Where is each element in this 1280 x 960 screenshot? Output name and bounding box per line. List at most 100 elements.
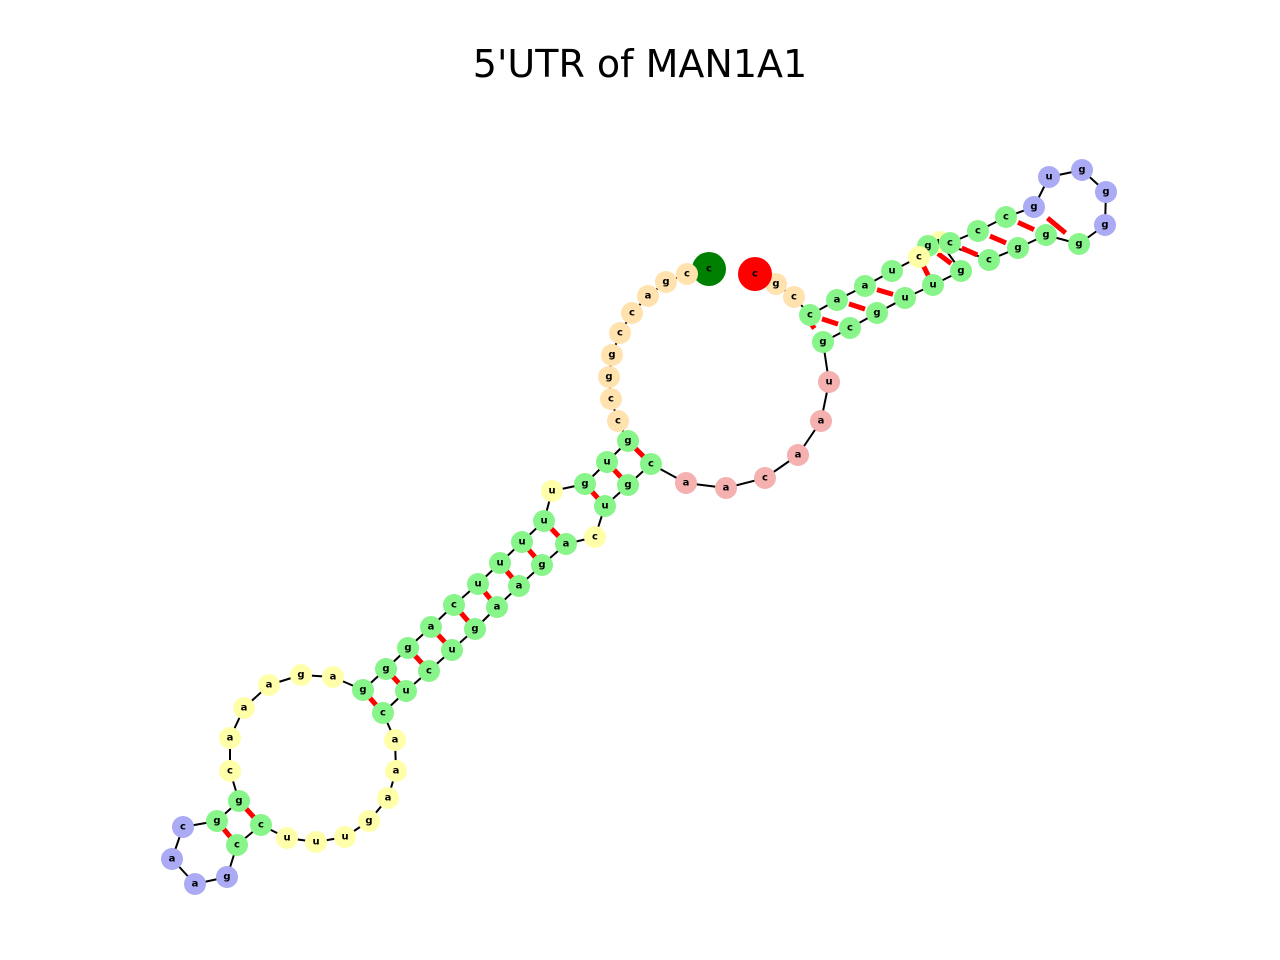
base-pair-bond (526, 547, 538, 560)
nucleotide-label: c (684, 269, 690, 280)
nucleotide-circle (715, 477, 737, 499)
nucleotide-label: c (947, 238, 953, 249)
nucleotide-label: u (901, 293, 908, 304)
nucleotide-circle (1035, 224, 1057, 246)
nucleotide-circle (420, 616, 442, 638)
nucleotide-circle (541, 480, 563, 502)
nucleotide-circle (584, 526, 606, 548)
nucleotide: u (441, 639, 463, 661)
nucleotide-label: a (516, 581, 523, 592)
nucleotide: a (787, 444, 809, 466)
nucleotide: g (1023, 196, 1045, 218)
nucleotide: g (866, 302, 888, 324)
base-pair-bond (848, 301, 866, 312)
nucleotide-circle (290, 664, 312, 686)
nucleotide-circle (322, 666, 344, 688)
nucleotide-circle (601, 344, 623, 366)
nucleotide: a (184, 873, 206, 895)
nucleotide-label: a (192, 879, 199, 890)
nucleotide: c (226, 834, 248, 856)
nucleotide: c (676, 263, 698, 285)
nucleotide: u (1038, 166, 1060, 188)
nucleotide-circle (372, 702, 394, 724)
nucleotide: a (486, 596, 508, 618)
nucleotide-label: a (494, 602, 501, 613)
nucleotide: c (978, 249, 1000, 271)
base-pair-bond (367, 695, 379, 708)
nucleotide: g (228, 790, 250, 812)
nucleotide: u (395, 680, 417, 702)
nucleotide: a (854, 275, 876, 297)
nucleotide-circle (334, 826, 356, 848)
nucleotide: g (1007, 237, 1029, 259)
base-pair-bond (936, 251, 953, 266)
nucleotide-label: g (359, 685, 366, 696)
nucleotide: a (508, 575, 530, 597)
nucleotide-label: a (385, 793, 392, 804)
nucleotide-circle (596, 451, 618, 473)
three-prime-end-marker: c (738, 257, 772, 291)
nucleotide-label: g (471, 624, 478, 635)
nucleotide-circle (675, 472, 697, 494)
nucleotide: g (397, 637, 419, 659)
nucleotide-circle (881, 260, 903, 282)
nucleotide-label: c (615, 416, 621, 427)
nucleotide: u (594, 495, 616, 517)
nucleotide-circle (443, 594, 465, 616)
nucleotide: u (894, 287, 916, 309)
nucleotide-label: u (518, 537, 525, 548)
nucleotide: c (783, 286, 805, 308)
nucleotide-circle (594, 495, 616, 517)
nucleotide-circle (206, 810, 228, 832)
nucleotide: a (675, 472, 697, 494)
base-pair-bond (821, 316, 839, 327)
nucleotide-label: g (382, 664, 389, 675)
nucleotide: g (601, 344, 623, 366)
nucleotide: a (233, 697, 255, 719)
nucleotide-circle (692, 252, 726, 286)
nucleotide: u (596, 451, 618, 473)
nucleotide-circle (441, 639, 463, 661)
nucleotide-circle (508, 575, 530, 597)
nucleotide-circle (216, 866, 238, 888)
nucleotide-label: c (451, 600, 457, 611)
nucleotide-label: g (538, 560, 545, 571)
base-pair-bond (412, 653, 425, 666)
nucleotide: a (161, 848, 183, 870)
nucleotide: a (826, 289, 848, 311)
nucleotide-label: g (957, 266, 964, 277)
nucleotide: g (812, 331, 834, 353)
nucleotide-label: c (227, 766, 233, 777)
nucleotide-circle (1023, 196, 1045, 218)
nucleotide: c (799, 304, 821, 326)
base-pair-bond (435, 632, 448, 645)
nucleotide-label: g (1030, 202, 1037, 213)
nucleotide: u (276, 827, 298, 849)
nucleotide: g (1094, 214, 1116, 236)
nucleotide-label: u (402, 686, 409, 697)
nucleotide: c (839, 317, 861, 339)
nucleotide-circle (655, 271, 677, 293)
nucleotide-label: c (426, 666, 432, 677)
nucleotide-circle (1038, 166, 1060, 188)
diagram-title: 5'UTR of MAN1A1 (472, 42, 808, 86)
nucleotide-label: c (592, 532, 598, 543)
nucleotide: c (621, 302, 643, 324)
nucleotide-circle (810, 410, 832, 432)
nucleotide-circle (617, 430, 639, 452)
nucleotide: g (1035, 224, 1057, 246)
nucleotide-label: a (683, 478, 690, 489)
nucleotide-circle (385, 760, 407, 782)
nucleotide-label: a (795, 450, 802, 461)
nucleotide-circle (866, 302, 888, 324)
nucleotide-label: a (227, 733, 234, 744)
nucleotide-circle (226, 834, 248, 856)
base-pair-bond (243, 806, 257, 820)
nucleotide-circle (184, 873, 206, 895)
nucleotide: u (881, 260, 903, 282)
nucleotide-circle (276, 827, 298, 849)
nucleotide-label: c (791, 292, 797, 303)
nucleotide-label: g (581, 479, 588, 490)
nucleotide-label: g (223, 872, 230, 883)
